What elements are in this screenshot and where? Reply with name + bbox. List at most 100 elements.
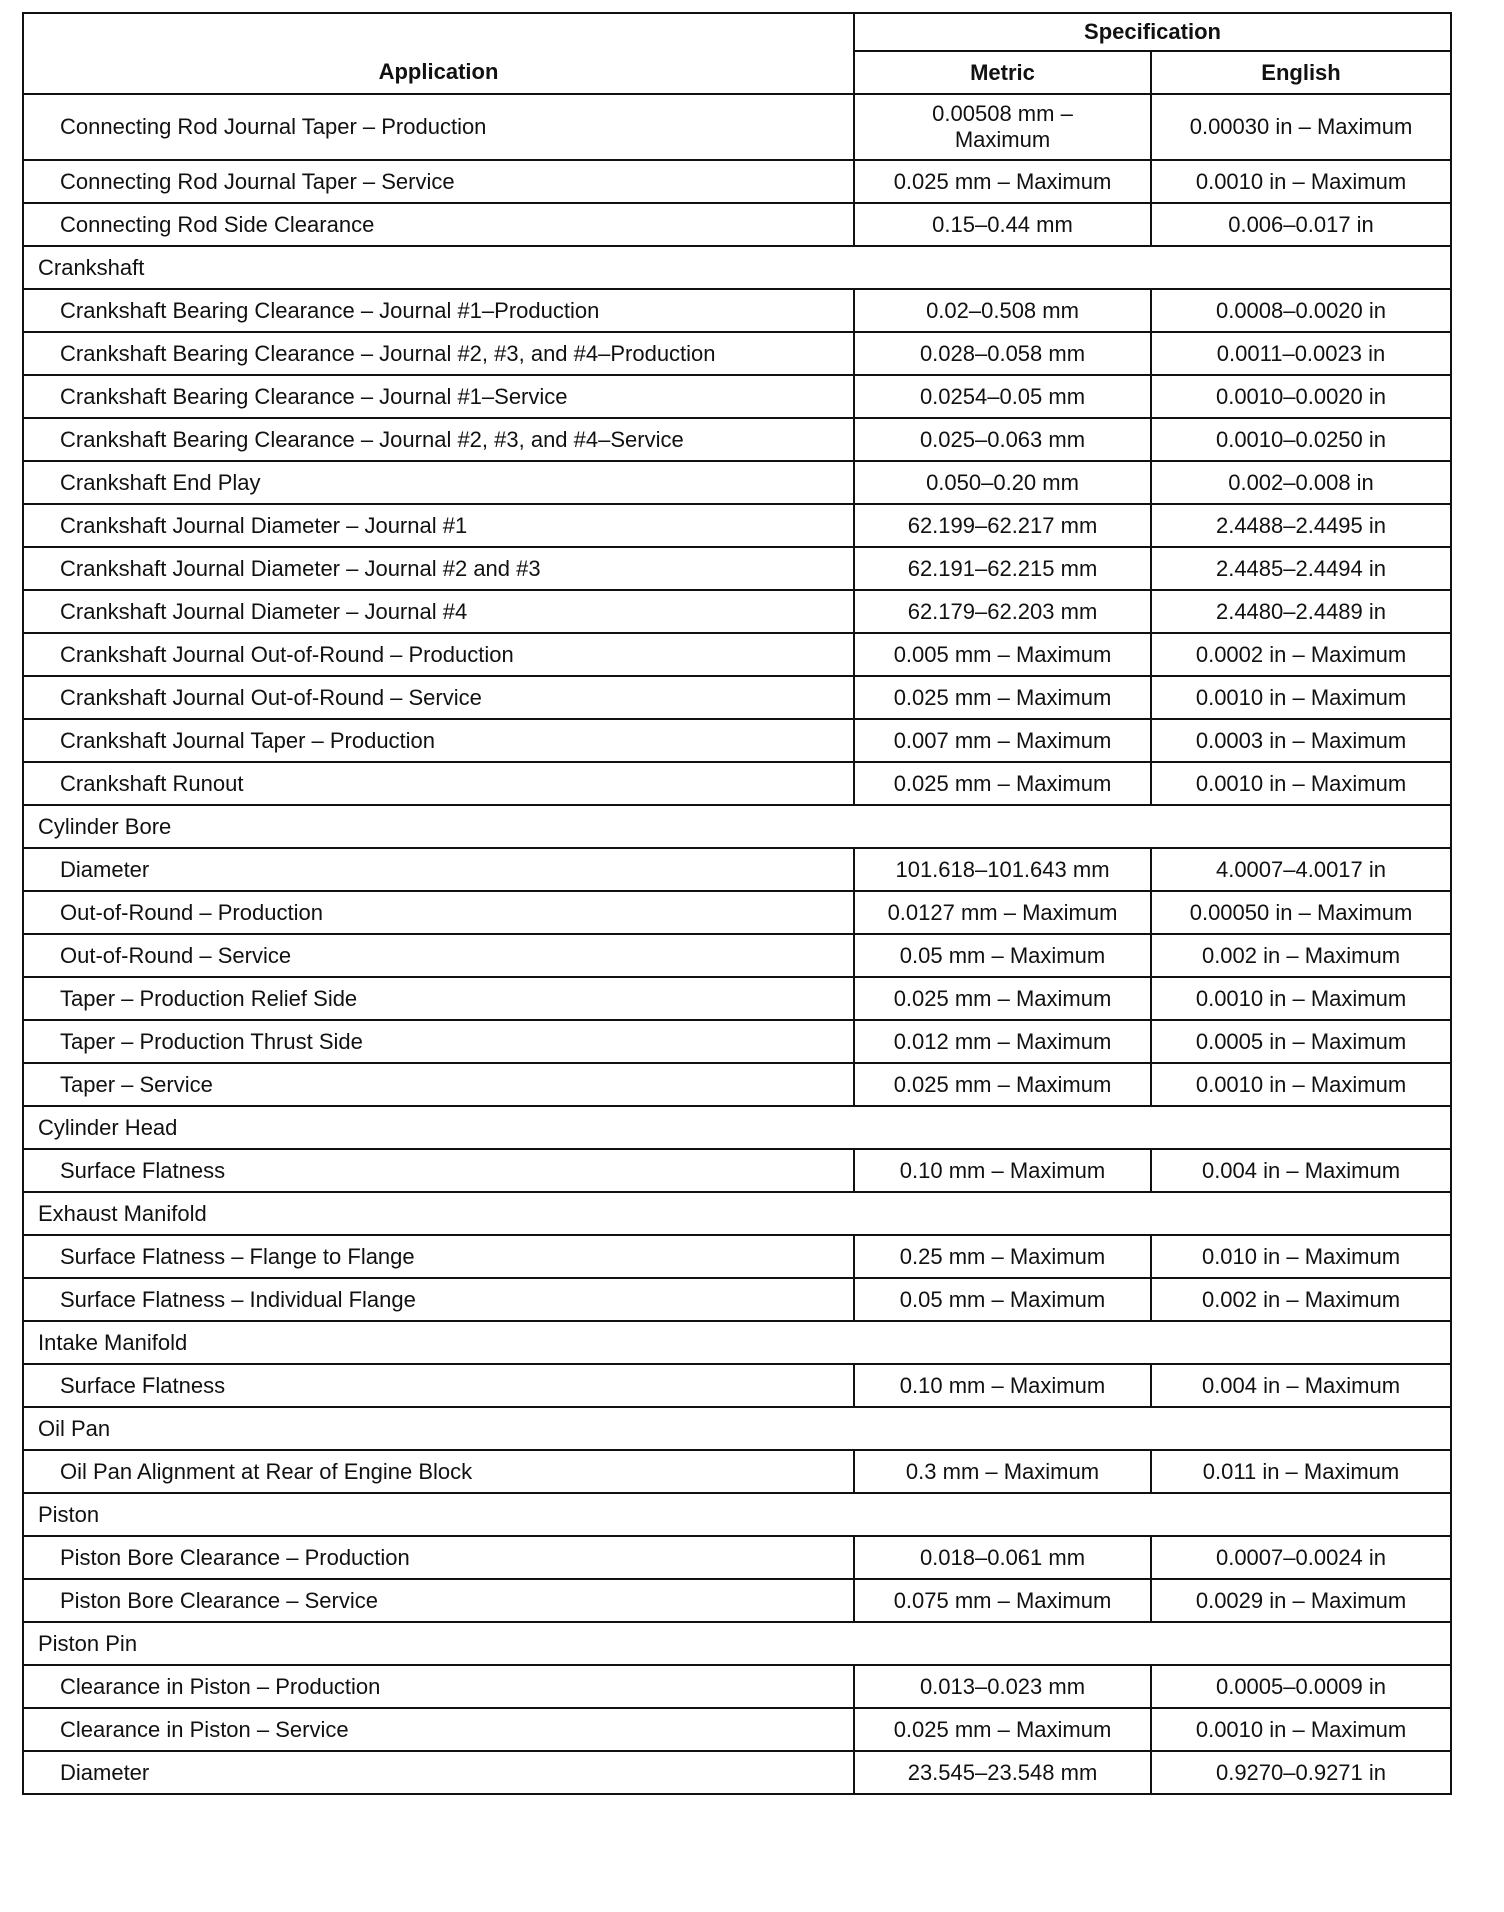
english-cell: 0.002 in – Maximum: [1149, 1277, 1453, 1322]
english-cell: 0.00050 in – Maximum: [1149, 890, 1453, 935]
english-cell: 0.9270–0.9271 in: [1149, 1750, 1453, 1795]
metric-cell: 0.0127 mm – Maximum: [853, 890, 1152, 935]
english-cell: 0.002 in – Maximum: [1149, 933, 1453, 978]
metric-cell: 0.005 mm – Maximum: [853, 632, 1152, 677]
application-cell: Crankshaft End Play: [22, 460, 855, 505]
table-row: Crankshaft Runout 0.025 mm – Maximum 0.001…: [22, 761, 1453, 806]
group-label: Oil Pan: [21, 1406, 1453, 1451]
table-row: Crankshaft Journal Diameter – Journal #2…: [22, 546, 1453, 591]
application-cell: Clearance in Piston – Service: [22, 1707, 855, 1752]
application-cell: Crankshaft Bearing Clearance – Journal #…: [22, 288, 855, 333]
metric-cell: 0.25 mm – Maximum: [853, 1234, 1152, 1279]
application-cell: Out-of-Round – Production: [22, 890, 855, 935]
group-label: Piston: [21, 1492, 1453, 1537]
table-row: Crankshaft Bearing Clearance – Journal #…: [22, 417, 1453, 462]
application-cell: Out-of-Round – Service: [22, 933, 855, 978]
application-cell: Crankshaft Journal Out-of-Round – Servic…: [22, 675, 855, 720]
group-label: Cylinder Bore: [21, 804, 1453, 849]
table-row: Taper – Production Thrust Side 0.012 mm –…: [22, 1019, 1453, 1064]
application-cell: Taper – Service: [22, 1062, 855, 1107]
metric-cell: 0.025 mm – Maximum: [853, 159, 1152, 204]
application-cell: Crankshaft Bearing Clearance – Journal #…: [22, 417, 855, 462]
metric-cell: 0.013–0.023 mm: [853, 1664, 1152, 1709]
table-row: Diameter 23.545–23.548 mm 0.9270–0.9271 in: [22, 1750, 1453, 1795]
english-cell: 0.0003 in – Maximum: [1149, 718, 1453, 763]
header-specification: Specification: [852, 12, 1453, 52]
group-row: Oil Pan: [21, 1406, 1453, 1451]
english-cell: 0.004 in – Maximum: [1149, 1148, 1453, 1193]
table-row: Crankshaft Journal Diameter – Journal #1…: [22, 503, 1453, 548]
english-cell: 2.4488–2.4495 in: [1149, 503, 1453, 548]
group-label: Exhaust Manifold: [21, 1191, 1453, 1236]
metric-cell: 0.018–0.061 mm: [853, 1535, 1152, 1580]
application-cell: Connecting Rod Side Clearance: [22, 202, 855, 247]
table-row: Crankshaft Bearing Clearance – Journal #…: [22, 331, 1453, 376]
header-application: Application: [22, 12, 855, 95]
application-cell: Piston Bore Clearance – Production: [22, 1535, 855, 1580]
table-row: Crankshaft Journal Diameter – Journal #4…: [22, 589, 1453, 634]
table-row: Surface Flatness 0.10 mm – Maximum 0.004 i…: [22, 1148, 1453, 1193]
group-row: Cylinder Head: [21, 1105, 1453, 1150]
english-cell: 0.0010 in – Maximum: [1149, 159, 1453, 204]
metric-cell: 0.075 mm – Maximum: [853, 1578, 1152, 1623]
table-row: Surface Flatness – Flange to Flange 0.25 …: [22, 1234, 1453, 1279]
group-row: Piston: [21, 1492, 1453, 1537]
application-cell: Piston Bore Clearance – Service: [22, 1578, 855, 1623]
metric-cell: 0.0254–0.05 mm: [853, 374, 1152, 419]
application-cell: Crankshaft Journal Taper – Production: [22, 718, 855, 763]
table-row: Crankshaft Journal Out-of-Round – Servic…: [22, 675, 1453, 720]
english-cell: 0.002–0.008 in: [1149, 460, 1453, 505]
table-row: Clearance in Piston – Production 0.013–0.…: [22, 1664, 1453, 1709]
metric-cell: 0.025 mm – Maximum: [853, 1707, 1152, 1752]
english-cell: 0.0010 in – Maximum: [1149, 1062, 1453, 1107]
table-row: Oil Pan Alignment at Rear of Engine Bloc…: [22, 1449, 1453, 1494]
metric-cell: 0.10 mm – Maximum: [853, 1363, 1152, 1408]
table-row: Taper – Service 0.025 mm – Maximum 0.0010 …: [22, 1062, 1453, 1107]
group-row: Crankshaft: [21, 245, 1453, 290]
table-row: Crankshaft Journal Out-of-Round – Produc…: [22, 632, 1453, 677]
table-row: Connecting Rod Side Clearance 0.15–0.44 m…: [22, 202, 1453, 247]
english-cell: 0.0007–0.0024 in: [1149, 1535, 1453, 1580]
metric-cell: 0.3 mm – Maximum: [853, 1449, 1152, 1494]
english-cell: 2.4480–2.4489 in: [1149, 589, 1453, 634]
english-cell: 0.0010–0.0020 in: [1149, 374, 1453, 419]
header-metric: Metric: [853, 50, 1152, 95]
application-cell: Crankshaft Journal Diameter – Journal #2…: [22, 546, 855, 591]
table-row: Out-of-Round – Service 0.05 mm – Maximum 0…: [22, 933, 1453, 978]
english-cell: 0.0010 in – Maximum: [1149, 761, 1453, 806]
application-cell: Crankshaft Runout: [22, 761, 855, 806]
table-row: Crankshaft Bearing Clearance – Journal #…: [22, 288, 1453, 333]
table-row: Out-of-Round – Production 0.0127 mm – Max…: [22, 890, 1453, 935]
english-cell: 0.0029 in – Maximum: [1149, 1578, 1453, 1623]
english-cell: 2.4485–2.4494 in: [1149, 546, 1453, 591]
specification-table: Application Specification Metric English…: [21, 12, 1453, 1795]
table-row: Taper – Production Relief Side 0.025 mm –…: [22, 976, 1453, 1021]
metric-cell: 62.199–62.217 mm: [853, 503, 1152, 548]
metric-cell: 0.025–0.063 mm: [853, 417, 1152, 462]
table-row: Surface Flatness – Individual Flange 0.05…: [22, 1277, 1453, 1322]
metric-cell: 0.025 mm – Maximum: [853, 1062, 1152, 1107]
application-cell: Crankshaft Journal Diameter – Journal #1: [22, 503, 855, 548]
metric-cell: 23.545–23.548 mm: [853, 1750, 1152, 1795]
application-cell: Crankshaft Journal Diameter – Journal #4: [22, 589, 855, 634]
metric-cell: 0.012 mm – Maximum: [853, 1019, 1152, 1064]
metric-cell: 0.025 mm – Maximum: [853, 976, 1152, 1021]
application-cell: Surface Flatness: [22, 1363, 855, 1408]
english-cell: 0.004 in – Maximum: [1149, 1363, 1453, 1408]
english-cell: 0.0002 in – Maximum: [1149, 632, 1453, 677]
metric-cell: 0.15–0.44 mm: [853, 202, 1152, 247]
application-cell: Diameter: [22, 847, 855, 892]
application-cell: Crankshaft Journal Out-of-Round – Produc…: [22, 632, 855, 677]
application-cell: Connecting Rod Journal Taper – Productio…: [22, 93, 855, 161]
group-label: Cylinder Head: [21, 1105, 1453, 1150]
application-cell: Connecting Rod Journal Taper – Service: [22, 159, 855, 204]
metric-cell: 0.028–0.058 mm: [853, 331, 1152, 376]
english-cell: 0.0005 in – Maximum: [1149, 1019, 1453, 1064]
application-cell: Taper – Production Relief Side: [22, 976, 855, 1021]
english-cell: 0.011 in – Maximum: [1149, 1449, 1453, 1494]
english-cell: 0.0010 in – Maximum: [1149, 1707, 1453, 1752]
group-label: Intake Manifold: [21, 1320, 1453, 1365]
table-row: Piston Bore Clearance – Production 0.018–…: [22, 1535, 1453, 1580]
metric-cell: 0.10 mm – Maximum: [853, 1148, 1152, 1193]
table-row: Diameter 101.618–101.643 mm 4.0007–4.0017 …: [22, 847, 1453, 892]
